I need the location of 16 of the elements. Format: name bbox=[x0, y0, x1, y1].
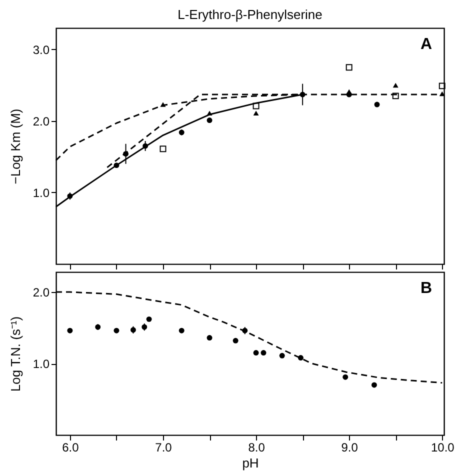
x-tick-label: 7.0 bbox=[155, 440, 172, 454]
y-tick-label: 3.0 bbox=[32, 42, 50, 57]
x-tick-label: 9.0 bbox=[341, 440, 358, 454]
y-axis-title: Log T.N. (s⁻¹) bbox=[8, 316, 23, 392]
x-axis-title: pH bbox=[242, 456, 259, 470]
chart-title: L-Erythro-β-Phenylserine bbox=[178, 7, 322, 22]
annotation: A bbox=[420, 36, 432, 53]
y-tick-label: 2.0 bbox=[32, 286, 50, 300]
y-tick-label: 1.0 bbox=[32, 186, 50, 200]
x-tick-label: 10.0 bbox=[430, 440, 455, 454]
y-tick-label: 1.0 bbox=[32, 357, 50, 372]
annotation: B bbox=[420, 280, 432, 297]
x-tick-label: 6.0 bbox=[62, 440, 80, 454]
x-tick-label: 8.0 bbox=[248, 440, 266, 454]
y-axis-title: −Log Km (M) bbox=[8, 108, 23, 184]
y-tick-label: 2.0 bbox=[32, 114, 50, 128]
